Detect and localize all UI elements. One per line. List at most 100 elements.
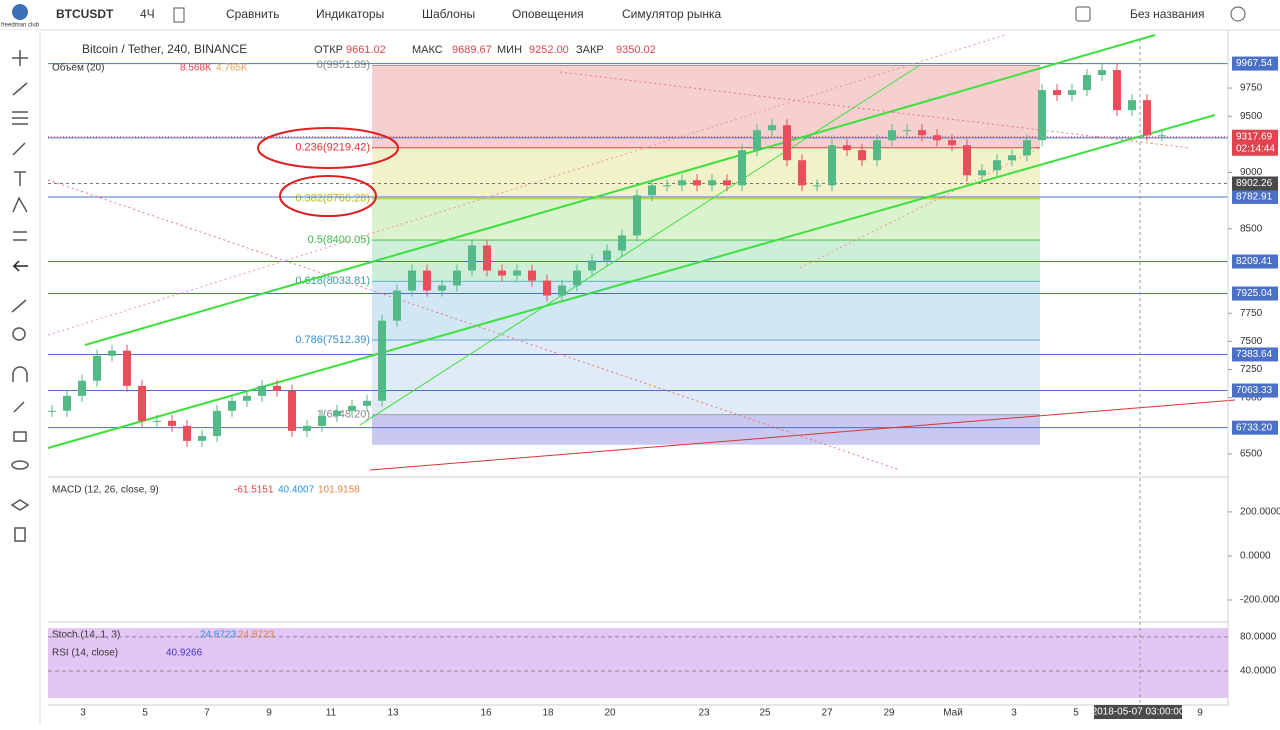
candle <box>513 270 521 276</box>
annotation-circle <box>279 175 377 217</box>
chart-style[interactable] <box>173 7 185 23</box>
fib-zone <box>372 147 1040 199</box>
candle <box>468 245 476 271</box>
y-tick-label: 7250 <box>1240 364 1263 375</box>
countdown: 02:14:44 <box>1236 143 1275 154</box>
x-tick-label: 16 <box>480 708 492 719</box>
logo <box>12 4 28 20</box>
y-tick-label: 80.0000 <box>1240 632 1277 643</box>
y-tick-label: -200.0000 <box>1240 595 1280 606</box>
candle <box>1053 90 1061 96</box>
fib-label: 0.382(8766.28) <box>295 193 370 205</box>
x-tick-label: 9 <box>1197 708 1203 719</box>
y-tick-label: 40.0000 <box>1240 666 1277 677</box>
compare[interactable]: Сравнить <box>226 7 279 21</box>
settings[interactable] <box>1230 6 1246 22</box>
candle <box>453 270 461 286</box>
crosshair-tag <box>1232 176 1278 191</box>
y-tick-label: 9500 <box>1240 111 1263 122</box>
fib-zone <box>372 198 1040 241</box>
candle <box>618 235 626 251</box>
logo-text: freedman club <box>1 23 40 29</box>
volume-value: 4.765K <box>216 63 248 74</box>
candle <box>288 390 296 431</box>
fib-zone <box>372 281 1040 340</box>
x-tick-label: 7 <box>204 708 210 719</box>
trend-lines <box>47 34 1236 471</box>
x-tick-label: 5 <box>1073 708 1079 719</box>
y-tick-label: 7750 <box>1240 308 1263 319</box>
legend-value: 9689.67 <box>452 44 492 56</box>
x-tick-label: 3 <box>80 708 86 719</box>
candle <box>498 270 506 276</box>
candle <box>858 150 866 161</box>
replay[interactable]: Симулятор рынка <box>622 7 721 21</box>
fib-label: 0.236(9219.42) <box>295 142 370 154</box>
y-tick-label: 6500 <box>1240 449 1263 460</box>
candle <box>258 385 266 396</box>
candle <box>633 195 641 236</box>
candle <box>1128 100 1136 111</box>
fullscreen[interactable] <box>1075 6 1091 22</box>
x-tick-label: 18 <box>542 708 554 719</box>
tool-icons[interactable] <box>10 50 30 542</box>
candle <box>303 425 311 431</box>
macd-value: 40.4007 <box>278 485 315 496</box>
candle <box>693 180 701 186</box>
symbol[interactable]: BTCUSDT <box>56 7 114 21</box>
candle <box>228 400 236 411</box>
interval[interactable]: 4Ч <box>140 7 155 21</box>
legend-label: ЗАКР <box>576 44 604 56</box>
candle <box>798 160 806 186</box>
candle <box>63 395 71 411</box>
candle <box>933 135 941 141</box>
candle <box>198 435 206 441</box>
candle <box>708 180 716 186</box>
candle <box>888 130 896 141</box>
candle <box>78 380 86 396</box>
price-tag <box>1232 189 1278 204</box>
candle <box>783 125 791 161</box>
y-tick-label: 0.0000 <box>1240 551 1271 562</box>
candle <box>273 385 281 391</box>
indicators[interactable]: Индикаторы <box>316 7 384 21</box>
candle <box>843 145 851 151</box>
candle <box>378 320 386 401</box>
last-price-tag <box>1232 129 1278 156</box>
candle <box>1143 100 1151 136</box>
y-tick-label: 200.0000 <box>1240 507 1280 518</box>
legend-label: МАКС <box>412 44 443 56</box>
alerts[interactable]: Оповещения <box>512 7 584 21</box>
candle <box>1008 155 1016 161</box>
x-tick-label: 9 <box>266 708 272 719</box>
candle <box>963 145 971 176</box>
price-tag <box>1232 383 1278 398</box>
candle <box>573 270 581 286</box>
candle <box>123 350 131 386</box>
legend-value: 9350.02 <box>616 44 656 56</box>
price-tag-label: 8782.91 <box>1236 192 1273 203</box>
fib-zone <box>372 339 1040 415</box>
layout-name[interactable]: Без названия <box>1130 7 1205 21</box>
candle <box>138 385 146 421</box>
candle <box>1098 70 1106 76</box>
price-tag <box>1232 56 1278 71</box>
x-tick-label: 20 <box>604 708 616 719</box>
templates[interactable]: Шаблоны <box>422 7 475 21</box>
candle <box>243 395 251 401</box>
candle <box>1038 90 1046 141</box>
x-tick-label: 27 <box>821 708 833 719</box>
candle <box>528 270 536 281</box>
candle <box>993 160 1001 171</box>
x-tick-label: 25 <box>759 708 771 719</box>
x-tick-label: 3 <box>1011 708 1017 719</box>
y-tick-label: 7000 <box>1240 392 1263 403</box>
candle <box>318 415 326 426</box>
price-tag-label: 7383.64 <box>1236 349 1273 360</box>
candle <box>333 410 341 416</box>
candle <box>483 245 491 271</box>
y-tick-label: 7500 <box>1240 336 1263 347</box>
y-tick-label: 9750 <box>1240 83 1263 94</box>
legend-value: 9252.00 <box>529 44 569 56</box>
